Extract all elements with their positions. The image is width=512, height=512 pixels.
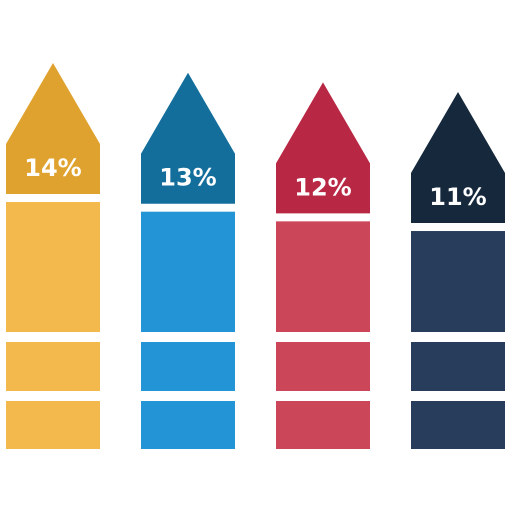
bar-head [411, 92, 505, 224]
pencil-bar [411, 92, 505, 449]
bar-band [411, 342, 505, 391]
bar-body [276, 221, 370, 332]
bar-base [276, 401, 370, 449]
bar-base [141, 401, 235, 449]
bar-base [411, 401, 505, 449]
bar-head [141, 72, 235, 204]
value-label: 14% [24, 154, 81, 182]
bar-band [141, 342, 235, 391]
bar-band [6, 342, 100, 391]
bar-body [411, 231, 505, 332]
value-label: 13% [159, 164, 216, 192]
pencil-bar [276, 82, 370, 449]
bar-head [6, 63, 100, 195]
bar-band [276, 342, 370, 391]
pencil-bar [141, 72, 235, 449]
bar-body [6, 202, 100, 332]
bar-body [141, 211, 235, 332]
bar-head [276, 82, 370, 214]
value-label: 11% [429, 183, 486, 211]
pencil-bar [6, 63, 100, 449]
bar-base [6, 401, 100, 449]
value-label: 12% [294, 173, 351, 201]
